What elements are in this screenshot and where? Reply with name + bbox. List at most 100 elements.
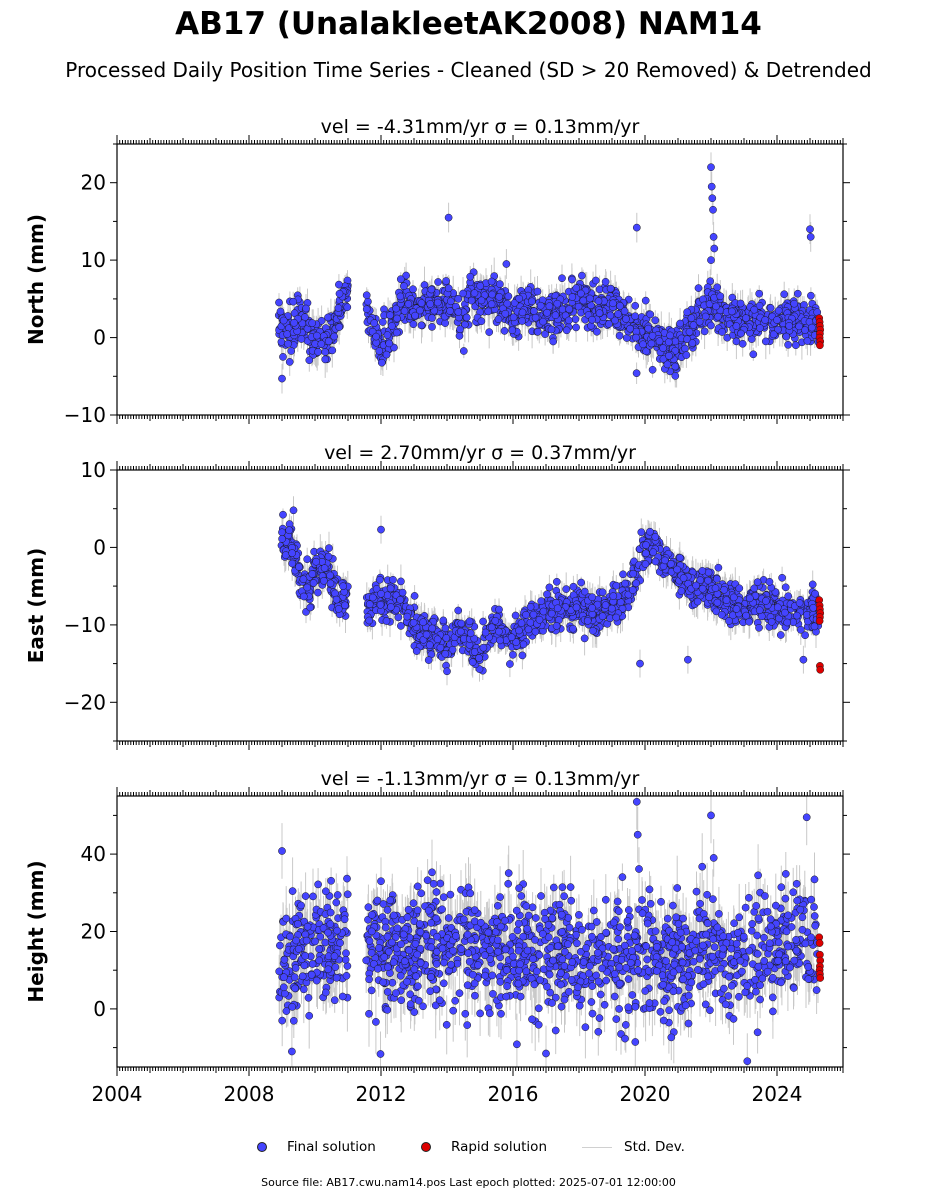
x-ticks	[116, 135, 844, 424]
final-point	[289, 297, 298, 306]
final-point	[571, 315, 580, 324]
final-point	[687, 314, 696, 322]
final-point	[663, 360, 672, 369]
panel-title: vel = 2.70mm/yr σ = 0.37mm/yr	[324, 442, 636, 464]
final-point	[565, 305, 574, 314]
final-point	[285, 358, 294, 366]
final-point	[531, 313, 540, 322]
final-point	[785, 322, 794, 330]
final-point	[324, 337, 333, 346]
final-point	[806, 233, 815, 241]
final-point	[392, 328, 401, 337]
final-point	[750, 305, 759, 314]
panel-title: vel = -4.31mm/yr σ = 0.13mm/yr	[321, 116, 640, 138]
final-point	[671, 362, 680, 371]
final-point	[456, 325, 464, 334]
final-point	[626, 324, 634, 333]
final-point	[479, 617, 487, 626]
final-point	[689, 321, 698, 329]
final-point	[487, 277, 496, 286]
final-point	[651, 316, 660, 325]
final-point	[375, 347, 384, 355]
final-point	[551, 311, 560, 320]
final-point	[446, 297, 455, 306]
final-point	[362, 291, 371, 300]
final-point	[562, 326, 571, 335]
final-point	[503, 299, 512, 308]
final-point	[756, 324, 764, 332]
final-point	[459, 347, 468, 355]
final-point	[533, 327, 542, 336]
final-point	[476, 282, 485, 290]
final-point	[737, 329, 745, 338]
final-point	[539, 317, 547, 326]
final-point	[639, 340, 647, 349]
final-point	[644, 324, 653, 333]
final-point	[297, 335, 306, 343]
final-point	[558, 274, 566, 283]
final-point	[568, 293, 577, 301]
final-point	[536, 301, 545, 310]
final-point	[444, 284, 453, 293]
final-point	[616, 302, 624, 310]
final-point	[565, 316, 573, 325]
final-point	[622, 334, 631, 342]
final-point	[716, 292, 725, 301]
final-point	[782, 332, 791, 341]
final-point	[543, 308, 551, 317]
final-point	[383, 331, 392, 339]
final-point	[494, 315, 503, 324]
final-point	[547, 325, 556, 334]
final-point	[330, 332, 339, 341]
final-point	[533, 287, 542, 296]
final-point	[659, 355, 668, 363]
final-point	[485, 328, 494, 336]
final-point	[396, 275, 405, 284]
final-point	[579, 296, 588, 305]
final-point	[290, 318, 298, 327]
final-point	[477, 317, 486, 326]
final-point	[277, 338, 286, 346]
stddev-bars	[278, 152, 819, 394]
final-point	[701, 312, 710, 321]
final-point	[397, 577, 405, 586]
y-tick-label: 0	[93, 326, 106, 350]
final-point	[595, 309, 604, 317]
final-point	[454, 308, 463, 316]
final-point	[518, 308, 527, 317]
final-points	[274, 163, 823, 383]
final-point	[707, 321, 715, 330]
final-point	[665, 351, 673, 360]
final-point	[694, 284, 703, 292]
final-point	[755, 289, 764, 298]
final-point	[642, 347, 651, 356]
final-point	[766, 304, 775, 312]
final-point	[676, 319, 684, 328]
final-point	[302, 304, 310, 313]
final-point	[278, 374, 286, 383]
final-point	[442, 277, 450, 285]
final-point	[541, 330, 549, 338]
final-point	[313, 331, 321, 340]
final-point	[632, 369, 641, 378]
final-point	[732, 322, 741, 330]
final-point	[411, 311, 419, 320]
final-point	[477, 296, 486, 305]
final-point	[742, 314, 750, 322]
final-point	[283, 330, 292, 338]
final-point	[393, 314, 401, 323]
final-point	[305, 356, 314, 365]
final-point	[714, 312, 722, 321]
final-point	[317, 340, 326, 348]
final-point	[321, 355, 330, 364]
final-point	[455, 332, 464, 340]
final-point	[488, 290, 496, 299]
final-point	[372, 332, 380, 341]
final-point	[683, 335, 691, 344]
final-point	[508, 326, 517, 335]
final-point	[343, 303, 352, 312]
final-point	[530, 307, 538, 315]
final-point	[324, 313, 332, 322]
final-point	[688, 339, 697, 347]
final-point	[803, 337, 812, 345]
